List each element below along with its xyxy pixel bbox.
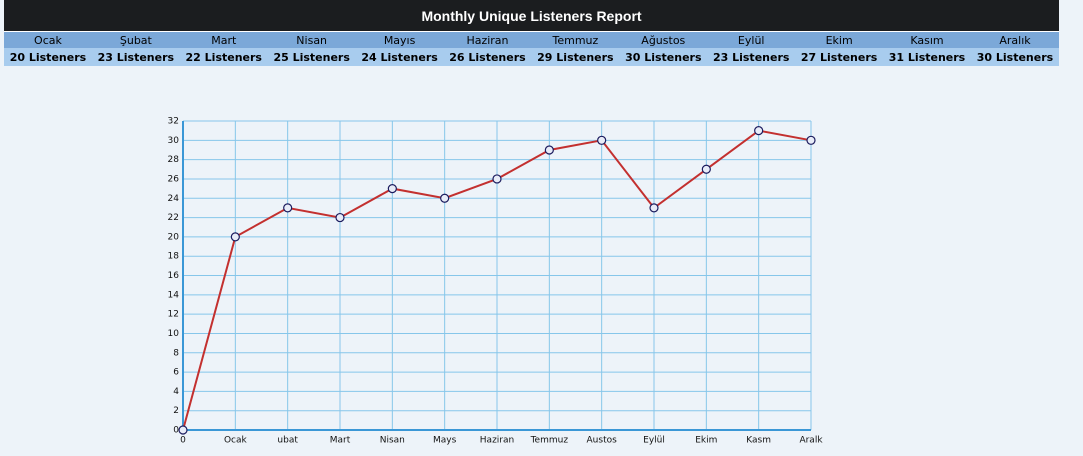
- x-tick-label: Eylül: [643, 436, 665, 446]
- point: [230, 232, 240, 242]
- x-tick-label: Kasm: [746, 436, 771, 446]
- point: [597, 135, 607, 145]
- point: [440, 193, 450, 203]
- y-tick-label: 4: [173, 387, 179, 397]
- x-tick-label: ubat: [277, 436, 298, 446]
- value-row: 20 Listeners 23 Listeners 22 Listeners 25 L…: [4, 48, 1059, 66]
- month-header: Şubat: [91, 31, 180, 48]
- month-header: Ağustos: [619, 31, 708, 48]
- listener-count: 26 Listeners: [443, 48, 532, 66]
- y-tick-label: 32: [168, 117, 179, 127]
- month-header: Temmuz: [531, 31, 620, 48]
- point: [283, 203, 293, 213]
- x-tick-label: Temmuz: [530, 436, 569, 446]
- x-tick-label: Haziran: [480, 436, 514, 446]
- month-header: Kasım: [883, 31, 971, 48]
- y-tick-label: 18: [168, 252, 180, 262]
- point: [492, 174, 502, 184]
- header-row: Ocak Şubat Mart Nisan Mayıs Haziran Temmuz Ağus…: [4, 31, 1059, 48]
- listener-count: 20 Listeners: [4, 48, 92, 66]
- x-tick-label: Nisan: [380, 436, 405, 446]
- month-header: Mayıs: [355, 31, 444, 48]
- x-tick-label: Mart: [330, 436, 351, 446]
- point: [649, 203, 659, 213]
- listener-count: 24 Listeners: [355, 48, 444, 66]
- y-tick-label: 10: [168, 329, 180, 339]
- month-header: Nisan: [267, 31, 356, 48]
- table-title: Monthly Unique Listeners Report: [4, 0, 1059, 32]
- month-header: Mart: [179, 31, 268, 48]
- point: [544, 145, 554, 155]
- month-header: Ocak: [4, 31, 92, 48]
- listener-count: 23 Listeners: [707, 48, 796, 66]
- point: [806, 135, 816, 145]
- point: [178, 425, 188, 435]
- y-tick-label: 20: [168, 232, 180, 242]
- y-tick-label: 14: [168, 290, 180, 300]
- listener-count: 22 Listeners: [179, 48, 268, 66]
- y-tick-label: 16: [168, 271, 180, 281]
- month-header: Haziran: [443, 31, 532, 48]
- report-table: Monthly Unique Listeners Report Ocak Şuba…: [4, 0, 1059, 66]
- y-tick-label: 26: [168, 174, 180, 184]
- listener-count: 23 Listeners: [91, 48, 180, 66]
- point: [754, 126, 764, 136]
- y-tick-label: 22: [168, 213, 179, 223]
- point: [701, 164, 711, 174]
- month-header: Eylül: [707, 31, 796, 48]
- x-tick-label: Aralk: [799, 436, 823, 446]
- y-tick-label: 8: [173, 348, 179, 358]
- x-tick-label: Austos: [587, 436, 618, 446]
- y-tick-label: 28: [168, 155, 180, 165]
- y-tick-label: 12: [168, 310, 179, 320]
- y-tick-label: 30: [168, 136, 180, 146]
- y-tick-label: 24: [168, 194, 180, 204]
- x-tick-label: Ekim: [695, 436, 717, 446]
- x-tick-label: 0: [180, 436, 186, 446]
- point: [387, 183, 397, 194]
- point: [335, 212, 345, 223]
- x-tick-label: Ocak: [224, 436, 248, 446]
- listener-count: 30 Listeners: [619, 48, 708, 66]
- listener-count: 30 Listeners: [970, 48, 1059, 66]
- listener-count: 29 Listeners: [531, 48, 620, 66]
- x-tick-label: Mays: [433, 436, 457, 446]
- y-tick-label: 6: [173, 368, 179, 378]
- listener-count: 25 Listeners: [267, 48, 356, 66]
- listener-count: 27 Listeners: [795, 48, 884, 66]
- y-tick-label: 0: [173, 426, 179, 436]
- listener-count: 31 Listeners: [883, 48, 971, 66]
- month-header: Aralık: [970, 31, 1059, 48]
- y-tick-label: 2: [173, 406, 179, 416]
- month-header: Ekim: [795, 31, 884, 48]
